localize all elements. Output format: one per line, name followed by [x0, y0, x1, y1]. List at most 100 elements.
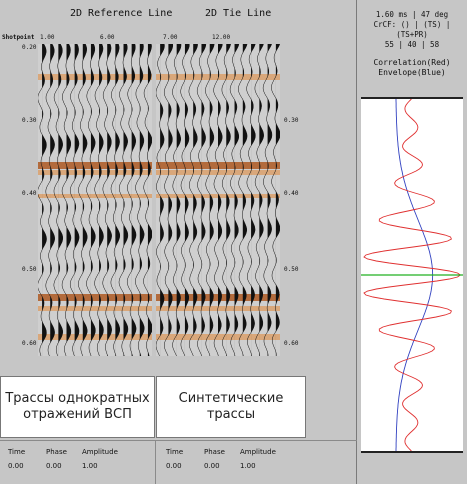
correlation-stats: 1.60 ms | 47 deg CrCF: () | (TS) | (TS+P… [357, 10, 467, 50]
trace-wiggle [271, 44, 280, 356]
amplitude-label: Amplitude [82, 448, 118, 456]
time-label: Time [166, 448, 184, 456]
synthetic-wiggle-traces [156, 44, 280, 356]
reflector-band [38, 294, 152, 301]
reflector-band [38, 170, 152, 175]
trace-fill [193, 44, 198, 356]
vsp-wiggle-traces [38, 44, 152, 356]
trace-fill [66, 44, 71, 356]
trace-wiggle [172, 44, 182, 356]
trace-wiggle [38, 44, 47, 356]
synthetic-caption: Синтетические трассы [156, 376, 306, 438]
trace-fill [123, 44, 128, 356]
trace-fill [218, 44, 223, 356]
trace-display-area: 2D Reference Line 2D Tie Line Shotpoint … [0, 0, 357, 484]
trace-wiggle [102, 44, 112, 356]
trace-fill [184, 44, 190, 356]
trace-wiggle [205, 44, 215, 356]
phase-label: Phase [46, 448, 67, 456]
trace-wiggle [135, 44, 145, 356]
time-tick-left: 0.50 [22, 266, 37, 273]
amplitude-label: Amplitude [240, 448, 276, 456]
trace-wiggle [262, 44, 273, 356]
phase-value: 0.00 [204, 462, 220, 470]
reference-line-title: 2D Reference Line [70, 8, 173, 19]
shotpoint-2: 6.00 [100, 34, 115, 41]
trace-wiggle [163, 44, 174, 356]
trace-fill [209, 44, 215, 356]
trace-wiggle [118, 44, 129, 356]
reflector-band [156, 334, 280, 340]
tie-line-title: 2D Tie Line [205, 8, 272, 19]
trace-fill [275, 44, 280, 356]
amplitude-value: 1.00 [240, 462, 256, 470]
trace-wiggle [53, 44, 64, 356]
phase-label: Phase [204, 448, 225, 456]
time-tick-left: 0.60 [22, 340, 37, 347]
trace-wiggle [180, 44, 190, 356]
trace-wiggle [213, 44, 223, 356]
reflector-band [38, 162, 152, 169]
reflector-band [38, 194, 152, 198]
trace-wiggle [188, 44, 198, 356]
trace-fill [267, 44, 272, 356]
synthetic-traces-panel[interactable] [156, 44, 280, 356]
trace-fill [201, 44, 206, 356]
trace-wiggle [229, 44, 240, 356]
trace-wiggle [94, 44, 104, 356]
time-label: Time [8, 448, 26, 456]
trace-wiggle [126, 44, 137, 356]
readout-divider [0, 440, 357, 441]
trace-fill [168, 44, 173, 356]
reflector-band [38, 306, 152, 311]
stats-values: 55 | 40 | 58 [384, 40, 440, 49]
time-value: 0.00 [166, 462, 182, 470]
trace-wiggle [221, 44, 231, 356]
time-tick-right: 0.40 [284, 190, 299, 197]
trace-fill [50, 44, 55, 356]
readout-split [155, 440, 156, 484]
time-value: 0.00 [8, 462, 24, 470]
trace-wiggle [61, 44, 72, 356]
trace-fill [234, 44, 239, 356]
amplitude-value: 1.00 [82, 462, 98, 470]
trace-wiggle [69, 44, 80, 356]
phase-value: 0.00 [46, 462, 62, 470]
trace-wiggle [156, 44, 165, 356]
trace-wiggle [238, 44, 248, 356]
trace-fill [74, 44, 80, 356]
vsp-caption: Трассы однократных отражений ВСП [0, 376, 155, 438]
trace-wiggle [110, 44, 121, 356]
trace-wiggle [254, 44, 264, 356]
trace-fill [90, 44, 96, 356]
vsp-traces-panel[interactable] [38, 44, 152, 356]
stats-header: CrCF: () | (TS) | (TS+PR) [373, 20, 451, 39]
correlation-title: Correlation(Red) Envelope(Blue) [357, 58, 467, 78]
trace-fill [82, 44, 88, 356]
trace-wiggle [86, 44, 96, 356]
stats-shift: 1.60 ms | 47 deg [375, 10, 449, 19]
trace-fill [259, 44, 264, 356]
shotpoint-3: 7.00 [163, 34, 178, 41]
trace-fill [139, 44, 145, 356]
trace-wiggle [246, 44, 256, 356]
trace-fill [176, 44, 181, 356]
trace-wiggle [143, 44, 152, 356]
time-tick-right: 0.60 [284, 340, 299, 347]
time-tick-left: 0.30 [22, 117, 37, 124]
trace-fill [115, 44, 120, 356]
time-tick-left: 0.20 [22, 44, 37, 51]
correlation-curves [361, 99, 463, 451]
trace-fill [99, 44, 104, 356]
trace-fill [242, 44, 248, 356]
trace-fill [131, 44, 137, 356]
trace-wiggle [45, 44, 55, 356]
correlation-title-line2: Envelope(Blue) [378, 68, 446, 77]
shotpoint-1: 1.00 [40, 34, 55, 41]
trace-fill [107, 44, 112, 356]
trace-fill [42, 44, 47, 356]
correlation-plot[interactable] [361, 97, 463, 453]
trace-fill [58, 44, 63, 356]
time-tick-left: 0.40 [22, 190, 37, 197]
trace-fill [251, 44, 256, 356]
